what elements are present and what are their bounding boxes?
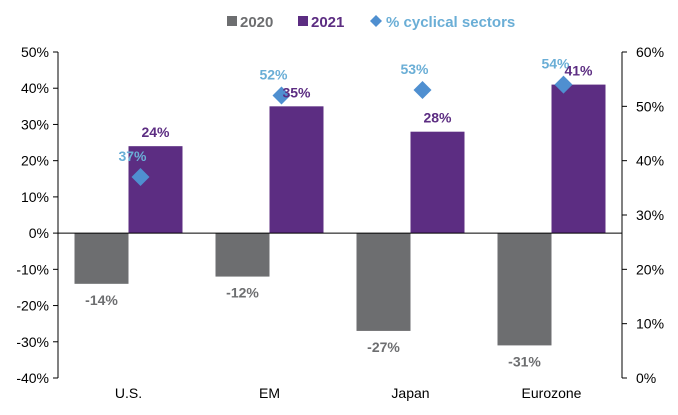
y-left-tick-label: -30% xyxy=(16,334,49,350)
data-labels: 37% 52% 53% 54% 24% -14% 35% -12% 28% -27% 41% -31% xyxy=(85,56,593,370)
bar-2021 xyxy=(410,131,465,234)
y-left-tick-label: 10% xyxy=(21,189,49,205)
legend-swatch-2021 xyxy=(298,16,308,26)
x-category-label: Japan xyxy=(391,385,429,401)
y-left-tick-label: 20% xyxy=(21,153,49,169)
y-left-tick-label: -40% xyxy=(16,370,49,386)
y-axis-left: 50% 40% 30% 20% 10% 0% -10% -20% -30% -40% xyxy=(16,44,59,386)
bar-2021-label: 28% xyxy=(423,110,452,126)
cyclical-label: 54% xyxy=(541,56,570,72)
bar-2021 xyxy=(269,106,324,234)
bar-2020-label: -31% xyxy=(508,353,541,369)
legend-label-cyclical: % cyclical sectors xyxy=(386,14,515,31)
cyclical-marker xyxy=(554,75,573,94)
bar-2020 xyxy=(497,233,552,346)
cyclical-marker xyxy=(131,167,150,186)
legend-swatch-cyclical xyxy=(370,15,382,27)
y-right-tick-label: 0% xyxy=(636,370,656,386)
cyclical-label: 37% xyxy=(118,148,147,164)
bar-2021-label: 24% xyxy=(141,124,170,140)
y-right-tick-label: 50% xyxy=(636,98,664,114)
bar-2020-label: -27% xyxy=(367,339,400,355)
cyclical-label: 53% xyxy=(400,61,429,77)
bar-2021 xyxy=(128,146,183,234)
bar-2021-label: 41% xyxy=(564,63,593,79)
bar-2021-label: 35% xyxy=(282,84,311,100)
y-left-tick-label: 0% xyxy=(29,225,49,241)
y-axis-right: 60% 50% 40% 30% 20% 10% 0% xyxy=(621,44,664,386)
bar-2020-label: -14% xyxy=(85,292,118,308)
y-right-tick-label: 60% xyxy=(636,44,664,60)
x-category-label: U.S. xyxy=(115,385,142,401)
y-left-tick-label: -10% xyxy=(16,261,49,277)
y-right-tick-label: 40% xyxy=(636,153,664,169)
legend-swatch-2020 xyxy=(227,16,237,26)
y-left-tick-label: 30% xyxy=(21,116,49,132)
y-right-tick-label: 20% xyxy=(636,261,664,277)
legend-label-2021: 2021 xyxy=(311,14,344,31)
y-right-tick-label: 10% xyxy=(636,316,664,332)
bar-2020 xyxy=(215,233,270,277)
y-left-tick-label: 50% xyxy=(21,44,49,60)
x-axis: U.S. EM Japan Eurozone xyxy=(115,385,582,401)
cyclical-markers xyxy=(131,75,573,186)
bar-2020 xyxy=(356,233,411,331)
y-left-tick-label: 40% xyxy=(21,80,49,96)
legend: 2020 2021 % cyclical sectors xyxy=(227,14,515,31)
cyclical-marker xyxy=(413,81,432,100)
bar-2020-label: -12% xyxy=(226,285,259,301)
bars xyxy=(74,84,606,346)
cyclical-label: 52% xyxy=(259,66,288,82)
bar-2020 xyxy=(74,233,129,284)
cyclical-marker xyxy=(272,86,291,105)
legend-label-2020: 2020 xyxy=(240,14,273,31)
x-category-label: Eurozone xyxy=(522,385,582,401)
bar-2021 xyxy=(551,84,606,234)
x-category-label: EM xyxy=(259,385,280,401)
y-right-tick-label: 30% xyxy=(636,207,664,223)
y-left-tick-label: -20% xyxy=(16,298,49,314)
